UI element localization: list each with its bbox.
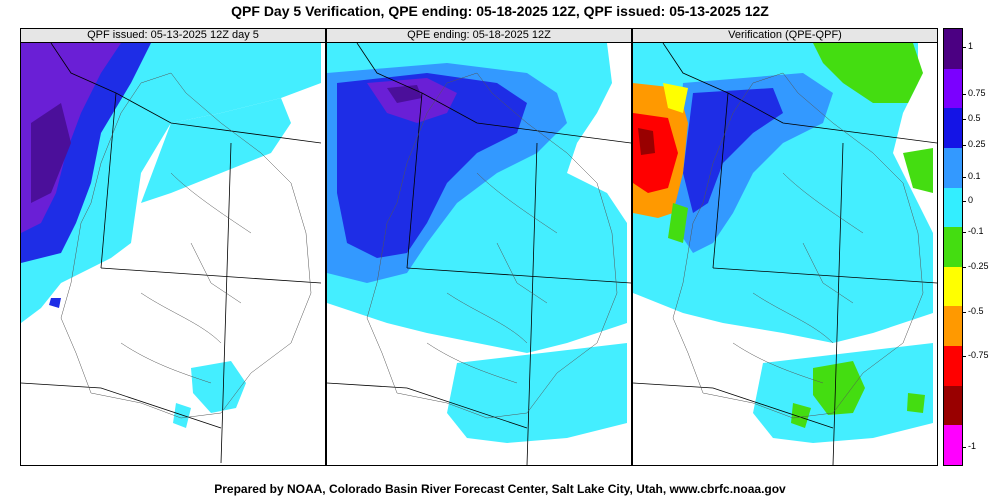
colorbar-tick-label: -0.5 bbox=[968, 306, 984, 317]
colorbar-tick bbox=[962, 144, 966, 146]
colorbar-tick bbox=[962, 201, 966, 203]
colorbar-segment bbox=[944, 425, 962, 466]
colorbar-tick-label: 0.5 bbox=[968, 113, 981, 124]
figure-title: QPF Day 5 Verification, QPE ending: 05-1… bbox=[231, 3, 769, 19]
qpf-precip-field bbox=[21, 43, 321, 428]
colorbar-tick-label: 0.25 bbox=[968, 138, 986, 149]
colorbar-tick-label: -1 bbox=[968, 441, 977, 451]
qpe-state-borders bbox=[327, 43, 631, 465]
qpe-panel: QPE ending: 05-18-2025 12Z bbox=[326, 28, 632, 466]
verification-diff-field bbox=[633, 43, 933, 443]
colorbar-tick-label: 0.1 bbox=[968, 170, 981, 181]
qpe-precip-field bbox=[327, 43, 627, 443]
colorbar-tick bbox=[962, 447, 966, 448]
qpe-basin-outline bbox=[366, 72, 618, 419]
footer-credit: Prepared by NOAA, Colorado Basin River F… bbox=[214, 482, 786, 496]
verification-panel-title: Verification (QPE-QPF) bbox=[633, 29, 937, 43]
colorbar-segment bbox=[944, 108, 962, 149]
colorbar-segment bbox=[944, 29, 962, 70]
colorbar-tick bbox=[962, 119, 966, 121]
qpe-map bbox=[327, 43, 631, 465]
verification-map bbox=[633, 43, 937, 465]
qpe-panel-title: QPE ending: 05-18-2025 12Z bbox=[327, 29, 631, 43]
qpf-map bbox=[21, 43, 322, 464]
verification-panel: Verification (QPE-QPF) bbox=[632, 28, 938, 466]
colorbar-segment bbox=[944, 306, 962, 347]
colorbar bbox=[943, 28, 963, 466]
colorbar-tick-label: 0 bbox=[968, 195, 974, 206]
colorbar-tick bbox=[962, 355, 966, 357]
colorbar-tick bbox=[962, 176, 966, 178]
qpf-state-borders bbox=[21, 43, 322, 464]
colorbar-segment bbox=[944, 68, 962, 109]
verification-state-borders bbox=[633, 43, 937, 465]
colorbar-tick bbox=[962, 47, 966, 48]
colorbar-segment bbox=[944, 227, 962, 268]
colorbar-tick-label: -0.25 bbox=[968, 261, 989, 272]
verification-basin-outline bbox=[672, 72, 924, 419]
colorbar-tick bbox=[962, 312, 966, 314]
colorbar-segment bbox=[944, 187, 962, 228]
colorbar-segment bbox=[944, 385, 962, 426]
qpf-basin-outline bbox=[60, 72, 312, 419]
colorbar-segment bbox=[944, 346, 962, 387]
colorbar-tick bbox=[962, 93, 966, 95]
qpf-panel: QPF issued: 05-13-2025 12Z day 5 bbox=[20, 28, 326, 466]
colorbar-tick-label: -0.75 bbox=[968, 349, 989, 360]
colorbar-tick-label: 1 bbox=[968, 41, 974, 51]
colorbar-tick-label: -0.1 bbox=[968, 225, 984, 236]
colorbar-tick-label: 0.75 bbox=[968, 87, 986, 98]
colorbar-tick bbox=[962, 231, 966, 233]
colorbar-segment bbox=[944, 266, 962, 307]
colorbar-segment bbox=[944, 147, 962, 189]
qpf-panel-title: QPF issued: 05-13-2025 12Z day 5 bbox=[21, 29, 325, 43]
colorbar-tick bbox=[962, 267, 966, 269]
